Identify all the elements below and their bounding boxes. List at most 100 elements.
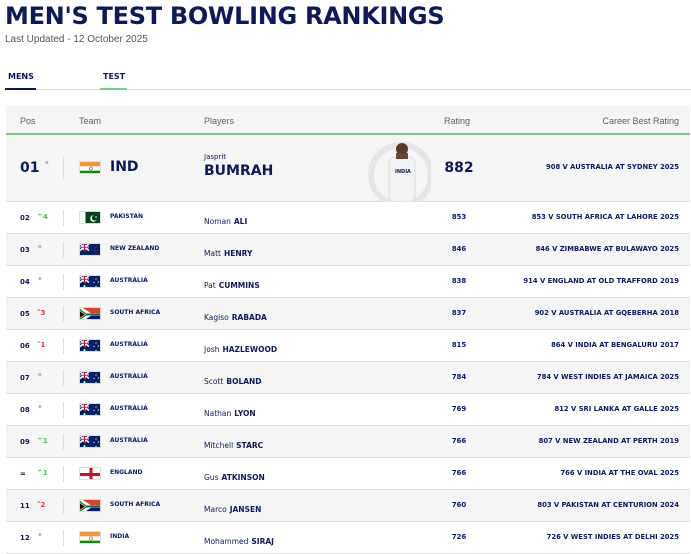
table-row[interactable]: 11 ˅2 SOUTH AFRICA Marco JANSEN 760 803 V… [6,490,690,522]
arrow-up-icon: ^1 [37,469,48,477]
table-row[interactable]: 03 • NEW ZEALAND Matt HENRY 846 846 V ZIM… [6,234,690,266]
divider [63,210,64,226]
divider [63,306,64,322]
arrow-up-icon: ^4 [37,213,48,221]
player-name: Noman ALI [204,217,247,226]
team-name: AUSTRALIA [110,277,148,284]
arrow-down-icon: ˅3 [37,309,46,317]
india-flag-icon [79,531,101,544]
svg-text:INDIA: INDIA [395,169,411,175]
player-first-name: Nathan [204,409,232,418]
player-last-name: CUMMINS [218,281,260,290]
table-row[interactable]: 12 • INDIA Mohammed SIRAJ 726 726 V WEST … [6,522,690,554]
col-team: Team [79,116,102,126]
divider [63,466,64,482]
career-best: 914 V ENGLAND AT OLD TRAFFORD 2019 [523,277,679,285]
position: 07 [20,374,30,382]
career-best: 812 V SRI LANKA AT GALLE 2025 [554,405,679,413]
nz-flag-icon [79,243,101,256]
col-pos: Pos [20,116,36,126]
position: 04 [20,278,30,286]
col-career-best: Career Best Rating [602,116,679,126]
tab-test[interactable]: TEST [100,72,127,90]
player-first-name: Scott [204,377,224,386]
position: 01 [20,160,40,176]
team-name: AUSTRALIA [110,341,148,348]
table-row[interactable]: 02 ^4 PAKISTAN Noman ALI 853 853 V SOUTH … [6,202,690,234]
divider [63,370,64,386]
table-row-top[interactable]: 01 • IND Jasprit BUMRAH INDIA 882 908 V … [6,135,690,202]
team-name: AUSTRALIA [110,405,148,412]
career-best: 902 V AUSTRALIA AT GQEBERHA 2018 [534,309,679,317]
rating: 784 [451,373,467,381]
player-first-name: Kagiso [204,313,229,322]
career-best: 784 V WEST INDIES AT JAMAICA 2025 [536,373,679,381]
australia-flag-icon [79,275,101,288]
rating: 760 [451,501,467,509]
player-first-name: Gus [204,473,219,482]
rating: 837 [451,309,467,317]
table-row[interactable]: = ^1 ENGLAND Gus ATKINSON 766 766 V INDIA… [6,458,690,490]
divider [63,274,64,290]
position: 08 [20,406,30,414]
player-last-name: ATKINSON [221,473,265,482]
player-name: Mitchell STARC [204,441,263,450]
divider [63,530,64,546]
rating: 726 [451,533,467,541]
player-name: Matt HENRY [204,249,252,258]
tab-mens[interactable]: MENS [5,72,36,90]
australia-flag-icon [79,339,101,352]
no-change-icon: • [37,403,43,413]
team-name: SOUTH AFRICA [110,309,161,316]
page-title: MEN'S TEST BOWLING RANKINGS [5,2,445,30]
player-first-name: Marco [204,505,227,514]
position: 12 [20,534,30,542]
player-first-name: Mohammed [204,537,249,546]
player-last-name: JANSEN [229,505,262,514]
player-photo: INDIA [368,142,431,202]
player-name: Gus ATKINSON [204,473,265,482]
southafrica-flag-icon [79,499,101,512]
rating: 815 [451,341,467,349]
no-change-icon: • [37,531,43,541]
position: 05 [20,310,30,318]
filter-tabs: MENS TEST [5,72,691,90]
team-name: AUSTRALIA [110,373,148,380]
arrow-down-icon: ˅1 [37,341,46,349]
career-best: 853 V SOUTH AFRICA AT LAHORE 2025 [531,213,679,221]
player-last-name: LYON [234,409,256,418]
player-first-name: Josh [204,345,220,354]
india-flag-icon [79,161,101,174]
col-players: Players [204,116,235,126]
position: 11 [20,502,30,510]
table-row[interactable]: 09 ^1 AUSTRALIA Mitchell STARC 766 807 V … [6,426,690,458]
table-row[interactable]: 05 ˅3 SOUTH AFRICA Kagiso RABADA 837 902 … [6,298,690,330]
table-header: Pos Team Players Rating Career Best Rati… [6,106,690,135]
australia-flag-icon [79,371,101,384]
player-first-name: Mitchell [204,441,234,450]
england-flag-icon [79,467,101,480]
arrow-up-icon: ^1 [37,437,48,445]
table-row[interactable]: 06 ˅1 AUSTRALIA Josh HAZLEWOOD 815 864 V … [6,330,690,362]
rating: 766 [451,437,467,445]
australia-flag-icon [79,435,101,448]
player-name: Josh HAZLEWOOD [204,345,277,354]
table-row[interactable]: 04 • AUSTRALIA Pat CUMMINS 838 914 V ENGL… [6,266,690,298]
no-change-icon: • [37,243,43,253]
player-name: Pat CUMMINS [204,281,260,290]
player-first-name: Noman [204,217,231,226]
australia-flag-icon [79,403,101,416]
team-name: SOUTH AFRICA [110,501,161,508]
player-first-name: Jasprit [204,153,227,161]
position: 03 [20,246,30,254]
pakistan-flag-icon [79,211,101,224]
player-last-name: SIRAJ [251,537,274,546]
player-last-name: BUMRAH [204,163,274,179]
rating: 838 [451,277,467,285]
table-row[interactable]: 08 • AUSTRALIA Nathan LYON 769 812 V SRI … [6,394,690,426]
table-row[interactable]: 07 • AUSTRALIA Scott BOLAND 784 784 V WES… [6,362,690,394]
player-last-name: HENRY [223,249,253,258]
position: 09 [20,438,30,446]
team-name: INDIA [110,533,130,540]
career-best: 864 V INDIA AT BENGALURU 2017 [551,341,679,349]
